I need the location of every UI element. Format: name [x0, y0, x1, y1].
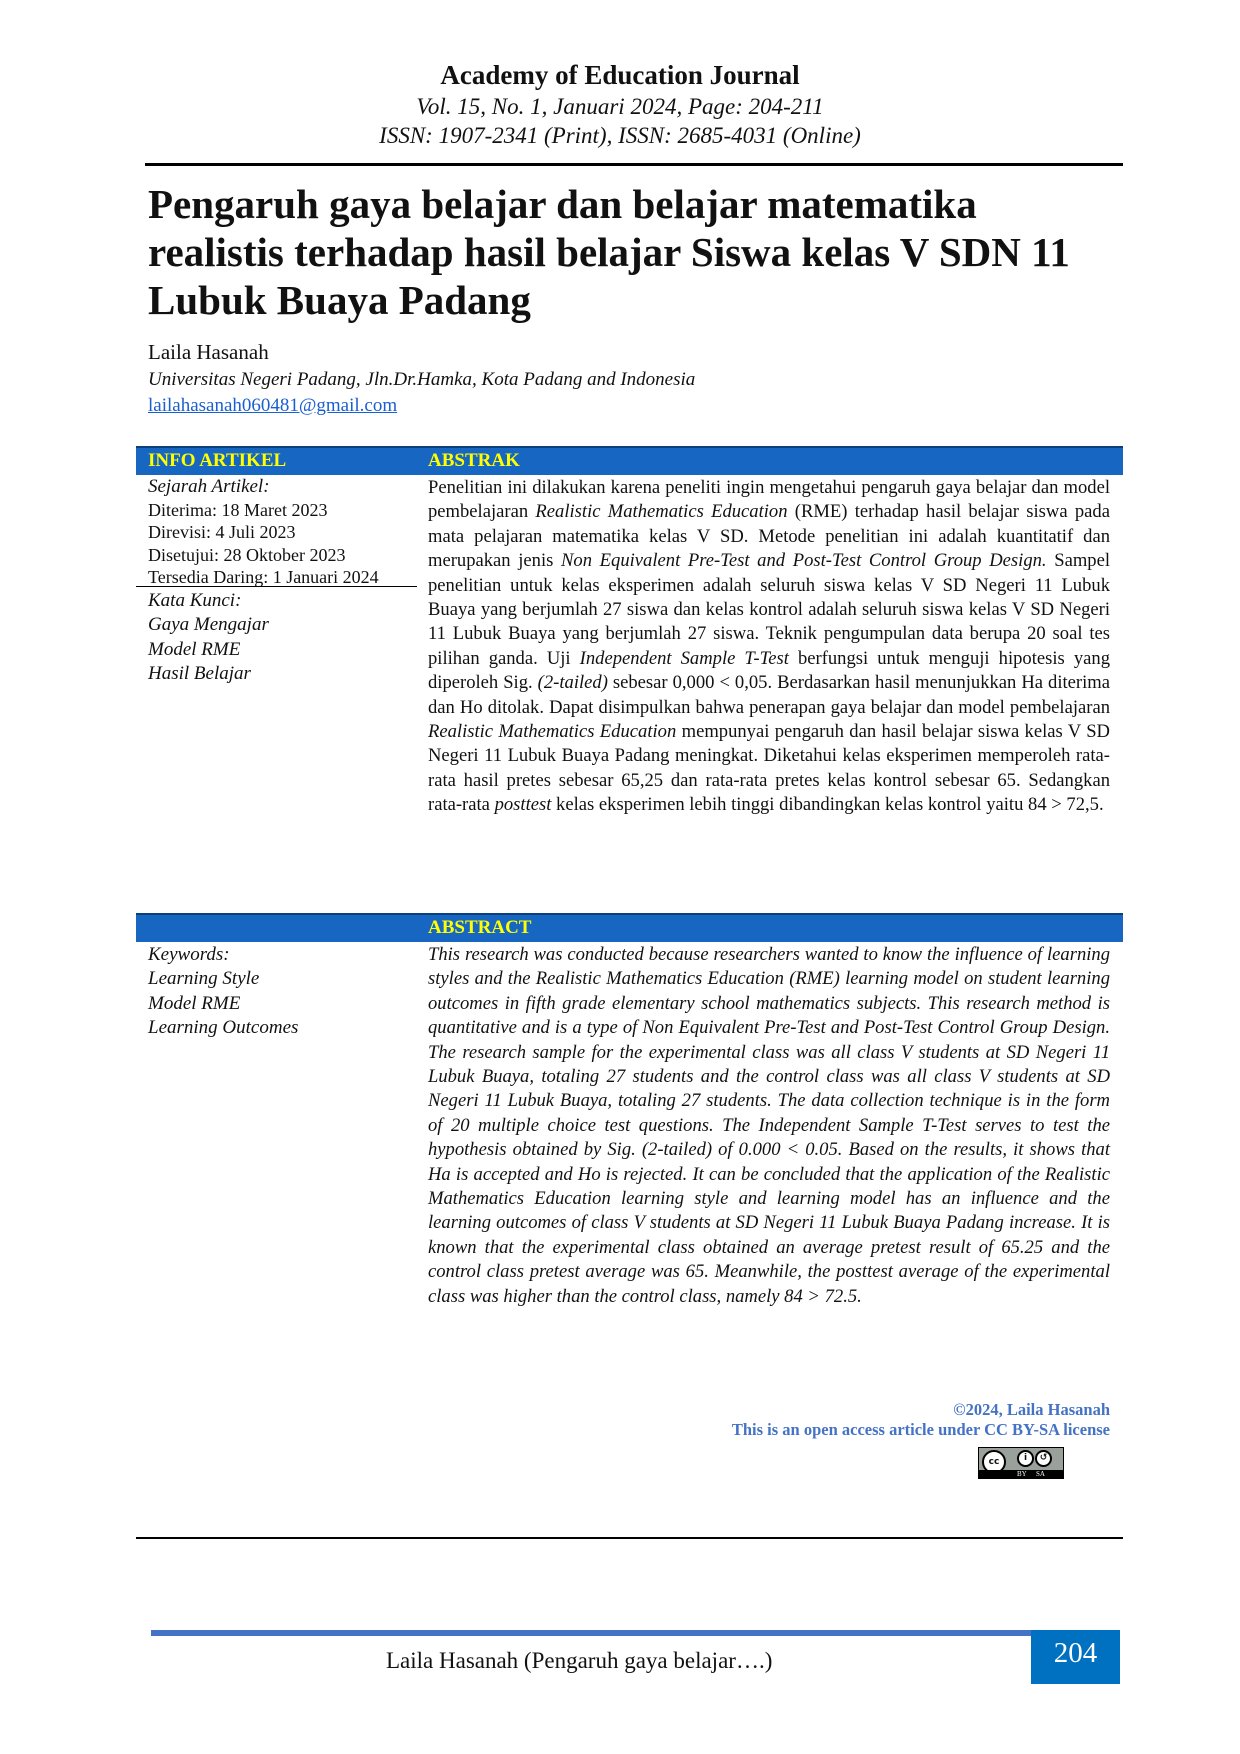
info-abstrak-header-bar: INFO ARTIKEL ABSTRAK	[136, 446, 1123, 475]
abstrak-segment: posttest	[494, 794, 552, 816]
keyword-item: Learning Outcomes	[148, 1017, 299, 1039]
abstrak-text: Penelitian ini dilakukan karena peneliti…	[428, 476, 1110, 818]
badge-strip: BY SA	[979, 1470, 1063, 1478]
abstrak-segment: Realistic Mathematics Education	[535, 501, 788, 523]
kata-kunci-item: Model RME	[148, 638, 241, 660]
footer-bar	[151, 1630, 1036, 1636]
history-online: Tersedia Daring: 1 Januari 2024	[148, 567, 379, 587]
badge-by: BY	[1017, 1470, 1027, 1478]
abstract-heading: ABSTRACT	[428, 917, 532, 938]
keywords: Keywords: Learning Style Model RME Learn…	[148, 943, 298, 1041]
kata-kunci: Kata Kunci: Gaya Mengajar Model RME Hasi…	[148, 589, 269, 687]
journal-name: Academy of Education Journal	[440, 60, 800, 90]
article-title: Pengaruh gaya belajar dan belajar matema…	[148, 181, 1070, 323]
article-history: Sejarah Artikel: Diterima: 18 Maret 2023…	[148, 476, 379, 589]
copyright-text: ©2024, Laila Hasanah	[953, 1400, 1110, 1419]
abstrak-segment: (RME) terhadap hasil belajar siswa pada …	[428, 501, 1110, 572]
cc-by-sa-badge-icon[interactable]: cc i ↺ BY SA	[978, 1447, 1064, 1479]
abstrak-segment: berfungsi untuk menguji hipotesis yang d…	[428, 647, 1110, 694]
abstrak-segment: Penelitian ini dilakukan karena peneliti…	[428, 477, 1110, 523]
journal-volume: Vol. 15, No. 1, Januari 2024, Page: 204-…	[416, 94, 824, 119]
abstrak-segment: (2-tailed)	[537, 672, 608, 694]
abstrak-segment: Realistic Mathematics Education	[428, 721, 677, 743]
sa-share-icon: ↺	[1035, 1450, 1052, 1467]
running-head: Laila Hasanah (Pengaruh gaya belajar….)	[386, 1648, 773, 1673]
abstract-text: This research was conducted because rese…	[428, 944, 1110, 1307]
abstrak-segment: kelas eksperimen lebih tinggi dibandingk…	[551, 794, 1104, 816]
page-number: 204	[1031, 1630, 1120, 1684]
history-received: Diterima: 18 Maret 2023	[148, 499, 328, 520]
abstrak-segment: sebesar 0,000 < 0,05. Berdasarkan hasil …	[428, 672, 1110, 718]
keywords-label: Keywords:	[148, 944, 230, 965]
kata-kunci-label: Kata Kunci:	[148, 590, 242, 611]
history-label: Sejarah Artikel:	[148, 476, 270, 497]
license-block: ©2024, Laila Hasanah This is an open acc…	[732, 1400, 1110, 1440]
header-divider	[145, 163, 1123, 166]
abstrak-segment: Non Equivalent Pre-Test and Post-Test Co…	[561, 550, 1047, 572]
author-affiliation: Universitas Negeri Padang, Jln.Dr.Hamka,…	[148, 369, 696, 390]
abstrak-segment: Sampel penelitian untuk kelas eksperimen…	[428, 550, 1111, 669]
license-notice[interactable]: This is an open access article under CC …	[731, 1420, 1110, 1439]
history-divider	[136, 586, 417, 587]
kata-kunci-item: Gaya Mengajar	[148, 614, 269, 636]
journal-issn: ISSN: 1907-2341 (Print), ISSN: 2685-4031…	[379, 123, 861, 148]
info-artikel-heading: INFO ARTIKEL	[148, 450, 287, 471]
abstrak-segment: Independent Sample T-Test	[579, 647, 789, 669]
author-email-link[interactable]: lailahasanah060481@gmail.com	[148, 395, 398, 416]
badge-sa: SA	[1036, 1470, 1045, 1478]
abstrak-segment: mempunyai pengaruh dan hasil belajar sis…	[428, 721, 1110, 816]
author-name: Laila Hasanah	[148, 340, 269, 364]
abstract-header-bar: ABSTRACT	[136, 913, 1123, 942]
history-revised: Direvisi: 4 Juli 2023	[148, 522, 296, 542]
keyword-item: Learning Style	[148, 968, 260, 990]
kata-kunci-item: Hasil Belajar	[148, 663, 251, 685]
history-accepted: Disetujui: 28 Oktober 2023	[148, 544, 346, 565]
abstrak-heading: ABSTRAK	[428, 450, 520, 471]
content-divider	[136, 1537, 1123, 1539]
by-person-icon: i	[1017, 1450, 1034, 1467]
keyword-item: Model RME	[148, 992, 241, 1014]
